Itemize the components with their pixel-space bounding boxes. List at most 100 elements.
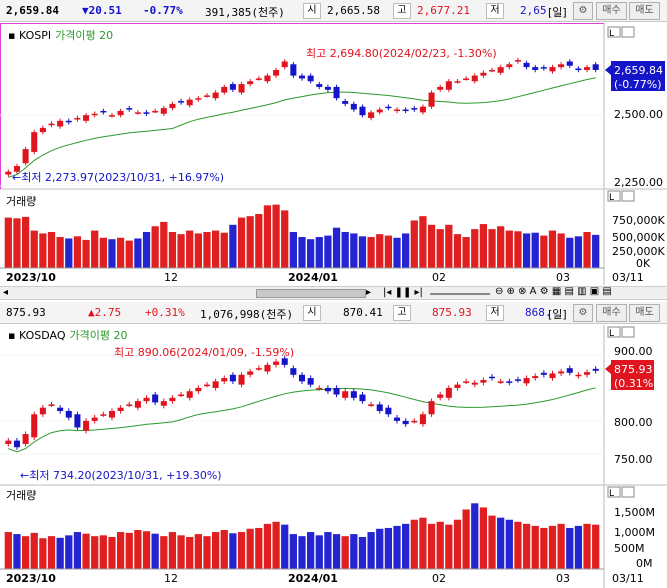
- volume-bar: [65, 535, 73, 569]
- volume-bar: [21, 216, 30, 268]
- kosdaq-chart[interactable]: ▪ KOSDAQ 가격이평 20 최고 890.06(2024/01/09, -1…: [0, 325, 667, 588]
- candle-body: [48, 123, 55, 126]
- volume-bar: [99, 237, 107, 268]
- volume-bar: [91, 536, 99, 569]
- candle-body: [514, 60, 521, 62]
- volume-bar: [211, 230, 220, 268]
- candle-body: [5, 440, 12, 444]
- candle-body: [238, 374, 245, 385]
- candle-body: [160, 401, 167, 406]
- candle-body: [57, 407, 64, 411]
- volume-bar: [367, 237, 375, 268]
- candle-body: [126, 404, 133, 406]
- scale-toggle-icon[interactable]: L: [609, 489, 614, 499]
- volume-bar: [324, 532, 332, 569]
- candle-body: [558, 64, 565, 68]
- volume-bar: [384, 235, 393, 268]
- volume-bar: [332, 227, 341, 268]
- scale-toggle-icon[interactable]: L: [609, 329, 614, 339]
- candle-body: [324, 86, 331, 90]
- settings-gear-icon[interactable]: ⚙: [573, 2, 593, 20]
- volume-bar: [471, 503, 479, 569]
- scroll-thumb[interactable]: [256, 289, 366, 298]
- candle-body: [229, 84, 236, 90]
- candle-body: [169, 103, 176, 109]
- volume-value: 1,076,998(천주): [200, 308, 294, 321]
- volume-bar: [350, 534, 358, 569]
- candle-body: [523, 62, 530, 68]
- scale-toggle-icon[interactable]: L: [609, 193, 614, 203]
- kospi-chart[interactable]: ▪ KOSPI 가격이평 20 최고 2,694.80(2024/02/23, -…: [0, 23, 667, 285]
- candle-body: [532, 376, 539, 379]
- high-annotation: 최고 2,694.80(2024/02/23, -1.30%): [306, 47, 497, 60]
- volume-bar: [505, 519, 513, 569]
- period-label[interactable]: [일]: [548, 308, 567, 321]
- high-value: 2,677.21: [417, 4, 470, 17]
- settings-gear-icon[interactable]: ⚙: [573, 304, 593, 322]
- volume-bar: [289, 534, 297, 569]
- volume-bar: [56, 537, 64, 569]
- kospi-chart-title: ▪ KOSPI 가격이평 20: [8, 29, 113, 42]
- zoom-tools-icon[interactable]: ⊖ ⊕ ⊗ A ⚙ ▦ ▤ ▥ ▣ ▤: [495, 286, 612, 297]
- buy-button[interactable]: 매수: [596, 304, 627, 322]
- low-value: 2,65: [520, 4, 547, 17]
- playback-controls-icon[interactable]: |◂ ❚❚ ▸|: [383, 287, 423, 298]
- volume-bar: [134, 530, 142, 569]
- volume-bar: [376, 528, 384, 569]
- volume-bar: [531, 525, 539, 569]
- x-label: 02: [432, 271, 446, 284]
- candle-body: [160, 108, 167, 114]
- candle-body: [333, 387, 340, 395]
- volume-bar: [384, 527, 393, 569]
- volume-bar: [453, 234, 462, 268]
- scroll-left-icon[interactable]: ◂: [3, 287, 9, 298]
- candle-body: [195, 98, 202, 100]
- volume-bar: [548, 525, 557, 569]
- zoom-slider[interactable]: [430, 293, 490, 295]
- volume-bar: [91, 230, 99, 268]
- candle-body: [264, 364, 271, 372]
- volume-bar: [21, 536, 30, 569]
- volume-bar: [255, 214, 263, 268]
- candle-body: [298, 374, 306, 382]
- sell-button[interactable]: 매도: [629, 304, 660, 322]
- scroll-right-icon[interactable]: ▸: [366, 287, 372, 298]
- candle-body: [143, 397, 150, 402]
- candle-body: [117, 110, 124, 116]
- candle-body: [31, 414, 38, 438]
- candle-body: [169, 397, 176, 402]
- quote-header-kosdaq: 875.93 ▲2.75 +0.31% 1,076,998(천주) 시 870.…: [0, 302, 667, 324]
- period-label[interactable]: [일]: [548, 6, 567, 19]
- volume-bar: [393, 525, 401, 569]
- candle-body: [126, 108, 133, 110]
- volume-bar: [522, 523, 531, 569]
- scale-toggle-icon[interactable]: L: [609, 29, 614, 39]
- volume-bar: [116, 532, 125, 569]
- candle-body: [134, 112, 141, 114]
- moving-average-line: [8, 77, 596, 178]
- buy-button[interactable]: 매수: [596, 2, 627, 20]
- candle-body: [376, 404, 383, 411]
- candle-body: [152, 394, 159, 403]
- volume-bar: [488, 229, 496, 268]
- chart-scrollbar[interactable]: ◂ ▸ |◂ ❚❚ ▸| ⊖ ⊕ ⊗ A ⚙ ▦ ▤ ▥ ▣ ▤: [0, 286, 667, 300]
- candle-body: [31, 132, 38, 152]
- y-tick: 800.00: [614, 416, 653, 429]
- volume-bar: [557, 233, 565, 268]
- y-tick: 900.00: [614, 345, 653, 358]
- volume-bar: [497, 226, 505, 268]
- sell-button[interactable]: 매도: [629, 2, 660, 20]
- candle-body: [592, 368, 599, 371]
- candle-body: [419, 106, 426, 113]
- candle-body: [273, 69, 280, 76]
- candle-body: [402, 109, 409, 112]
- candle-body: [342, 101, 349, 104]
- candle-body: [117, 407, 124, 411]
- panel-marker-icon: ▪: [8, 329, 15, 342]
- candle-body: [108, 115, 115, 117]
- current-price: 875.93: [6, 306, 46, 319]
- candle-body: [480, 72, 487, 76]
- volume-bar: [358, 536, 367, 569]
- volume-bar: [419, 216, 427, 268]
- candle-body: [471, 382, 478, 385]
